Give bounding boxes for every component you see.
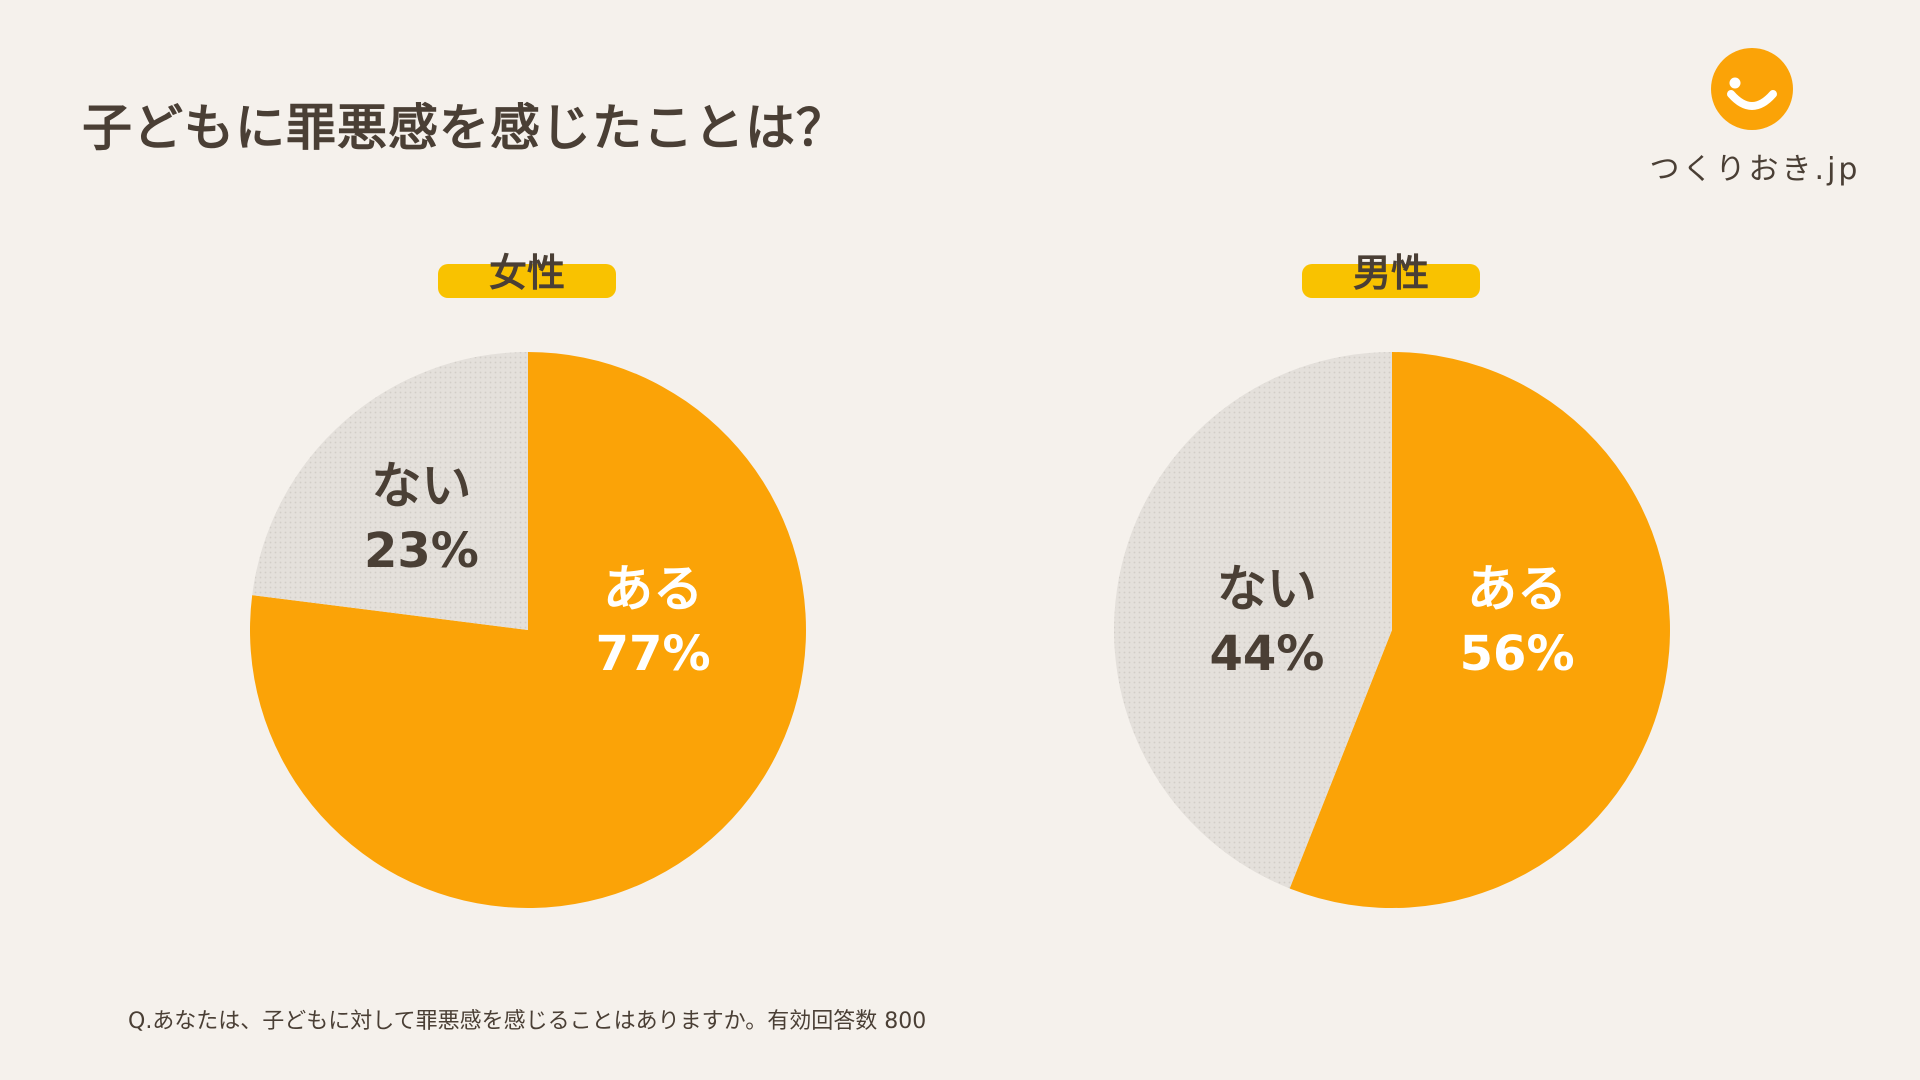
chart-title: 女性: [488, 251, 565, 295]
slice-value-label: 56%: [1460, 626, 1575, 682]
survey-footnote: Q.あなたは、子どもに対して罪悪感を感じることはありますか。有効回答数 800: [128, 1009, 927, 1034]
slice-label: ある: [603, 560, 703, 618]
chart-title: 男性: [1352, 251, 1429, 295]
pie-chart-female: 女性 ある 77% ない 23%: [248, 250, 808, 910]
pie-chart-male: 男性 ある 56% ない 44%: [1112, 250, 1672, 910]
slice-value-label: 23%: [364, 523, 479, 579]
pie-slice-no: [252, 352, 528, 630]
pie-svg-male: ある 56% ない 44%: [1113, 352, 1670, 908]
smile-circle-icon: [1711, 48, 1793, 130]
page-title: 子どもに罪悪感を感じたことは？: [82, 99, 847, 157]
pie-slice-no: [1113, 352, 1392, 889]
slice-label: ない: [1217, 560, 1317, 618]
brand-logo-text: つくりおき.jp: [1649, 152, 1861, 187]
brand-logo: つくりおき.jp: [1640, 48, 1870, 188]
chart-title-badge: 女性: [438, 251, 616, 298]
slice-label: ない: [371, 457, 471, 515]
pie-slice-yes: [1289, 352, 1670, 908]
pie-slice-yes: [249, 352, 806, 908]
slice-value-label: 44%: [1209, 626, 1324, 682]
pie-svg-female: ある 77% ない 23%: [249, 352, 806, 908]
slice-value-label: 77%: [596, 626, 711, 682]
chart-title-badge: 男性: [1302, 251, 1480, 298]
slice-label: ある: [1467, 560, 1567, 618]
